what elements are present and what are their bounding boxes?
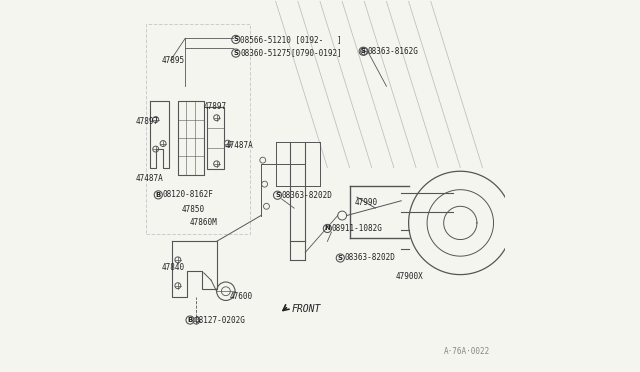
Text: 47487A: 47487A [136, 174, 163, 183]
Text: 47895: 47895 [162, 56, 185, 65]
Text: FRONT: FRONT [291, 304, 321, 314]
Bar [147, 23, 250, 234]
Text: S: S [234, 50, 238, 56]
Text: 47850: 47850 [182, 205, 205, 215]
Text: 47897: 47897 [136, 117, 159, 126]
Text: 47897: 47897 [204, 102, 227, 111]
Text: 08566-51210 [0192-   ]: 08566-51210 [0192- ] [240, 35, 342, 44]
Bar [178, 101, 204, 175]
Text: B: B [188, 317, 193, 323]
Text: N: N [324, 225, 330, 231]
Text: 08120-8162F: 08120-8162F [163, 190, 213, 199]
Bar [207, 107, 224, 169]
Text: A·76A·0022: A·76A·0022 [444, 347, 490, 356]
Text: 08363-8202D: 08363-8202D [344, 253, 396, 263]
Text: 47900X: 47900X [396, 272, 424, 281]
Text: S: S [275, 192, 280, 198]
Text: 47487A: 47487A [226, 141, 253, 150]
Text: 08363-8202D: 08363-8202D [282, 191, 332, 200]
Text: 08360-51275[0790-0192]: 08360-51275[0790-0192] [240, 49, 342, 58]
Text: 08127-0202G: 08127-0202G [194, 315, 245, 324]
Text: S: S [338, 255, 343, 261]
Text: 47990: 47990 [355, 198, 378, 207]
Text: S: S [234, 36, 238, 42]
Text: 08911-1082G: 08911-1082G [332, 224, 382, 233]
Text: S: S [361, 48, 365, 54]
Text: 08363-8162G: 08363-8162G [367, 47, 418, 56]
Text: 47600: 47600 [230, 292, 253, 301]
Text: 47860M: 47860M [190, 218, 218, 227]
Text: 47840: 47840 [161, 263, 184, 272]
Text: B: B [156, 192, 161, 198]
